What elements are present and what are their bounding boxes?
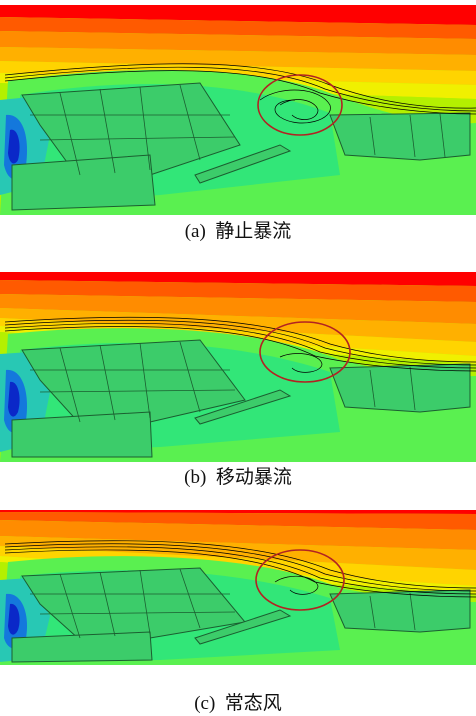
caption-b: (b) 移动暴流 xyxy=(184,467,292,488)
highlight-circle-b xyxy=(259,321,351,383)
contour-plot-a xyxy=(0,5,476,215)
caption-c: (c) 常态风 xyxy=(194,693,282,714)
contour-plot-b xyxy=(0,272,476,462)
caption-a: (a) 静止暴流 xyxy=(184,221,292,242)
highlight-circle-a xyxy=(257,74,343,136)
panel-c xyxy=(0,510,476,665)
contour-plot-c xyxy=(0,510,476,665)
panel-a xyxy=(0,5,476,215)
highlight-circle-c xyxy=(255,549,345,611)
panel-b xyxy=(0,272,476,462)
